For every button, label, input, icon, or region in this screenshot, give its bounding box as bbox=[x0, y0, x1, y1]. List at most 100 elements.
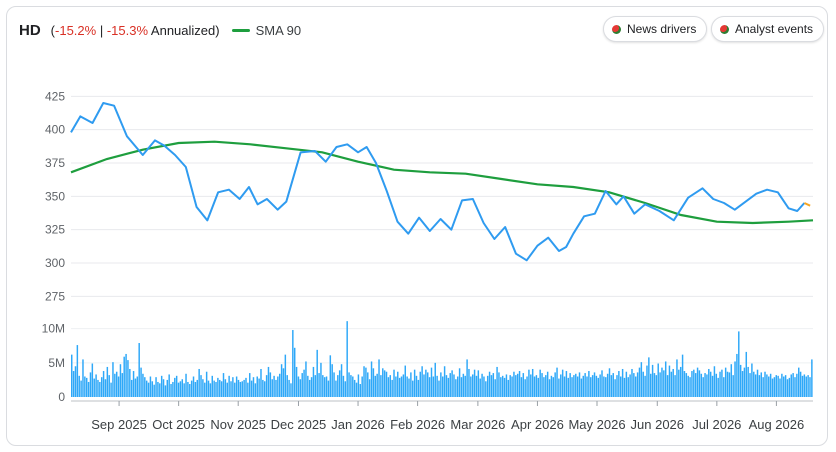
volume-bar bbox=[749, 373, 751, 397]
volume-bar bbox=[513, 371, 515, 397]
volume-bar bbox=[365, 367, 367, 397]
volume-bar bbox=[353, 379, 356, 397]
price-axis-labels: 275 300 325 350 375 400 425 bbox=[45, 89, 65, 303]
volume-bar bbox=[537, 377, 540, 397]
volume-bar bbox=[170, 384, 172, 397]
volume-bar bbox=[327, 380, 330, 397]
volume-bar bbox=[479, 378, 481, 397]
sma-legend[interactable]: SMA 90 bbox=[231, 23, 301, 38]
volume-bar bbox=[117, 376, 120, 397]
volume-bar bbox=[724, 367, 727, 397]
volume-bar bbox=[620, 376, 622, 397]
volume-bar bbox=[325, 376, 328, 397]
volume-bar bbox=[308, 379, 311, 397]
open-paren: ( bbox=[50, 22, 56, 38]
volume-bar bbox=[323, 377, 326, 397]
volume-bar bbox=[606, 373, 609, 397]
volume-bar bbox=[400, 376, 403, 397]
volume-bar bbox=[278, 373, 281, 397]
volume-bar bbox=[213, 380, 215, 397]
volume-bar bbox=[539, 369, 541, 397]
volume-bar bbox=[316, 349, 318, 397]
volume-bar bbox=[250, 380, 253, 397]
analyst-events-button[interactable]: Analyst events bbox=[711, 16, 825, 42]
volume-bar bbox=[93, 378, 95, 397]
volume-bar bbox=[217, 377, 219, 397]
volume-bar bbox=[666, 375, 669, 397]
volume-bar bbox=[505, 374, 508, 397]
volume-bar bbox=[621, 368, 624, 397]
volume-bar bbox=[239, 381, 242, 397]
volume-bar bbox=[71, 354, 73, 397]
volume-bar bbox=[115, 371, 118, 397]
volume-bar bbox=[573, 375, 575, 397]
volume-bar bbox=[185, 373, 187, 397]
price-tick-label: 275 bbox=[45, 289, 65, 303]
volume-bar bbox=[790, 374, 792, 397]
price-tick-label: 300 bbox=[45, 256, 65, 270]
volume-bar bbox=[421, 366, 423, 397]
volume-bar bbox=[471, 374, 474, 397]
volume-bar bbox=[498, 372, 500, 397]
volume-bar bbox=[235, 376, 238, 397]
volume-bar bbox=[174, 377, 176, 397]
volume-bar bbox=[689, 377, 691, 397]
volume-bar bbox=[582, 375, 584, 397]
volume-bar bbox=[533, 376, 536, 397]
volume-bar bbox=[736, 353, 738, 397]
volume-bar bbox=[702, 377, 704, 397]
volume-bar bbox=[653, 373, 656, 397]
volume-bar bbox=[788, 377, 791, 397]
volume-bar bbox=[234, 382, 236, 397]
volume-bar bbox=[189, 384, 191, 397]
volume-bar bbox=[412, 380, 414, 397]
volume-tick-label: 10M bbox=[42, 322, 65, 336]
volume-bar bbox=[157, 381, 159, 397]
volume-bar bbox=[719, 371, 721, 397]
separator: | bbox=[96, 22, 107, 38]
volume-bar bbox=[796, 373, 798, 397]
volume-bar bbox=[681, 354, 684, 397]
volume-bar bbox=[428, 377, 431, 397]
volume-bar bbox=[597, 377, 599, 397]
volume-bar bbox=[704, 373, 706, 397]
volume-bar bbox=[440, 372, 442, 397]
x-tick-label: Sep 2025 bbox=[91, 417, 147, 432]
volume-bar bbox=[129, 368, 131, 397]
volume-bar bbox=[756, 369, 759, 397]
volume-bar bbox=[258, 378, 260, 397]
volume-bar bbox=[265, 375, 268, 397]
volume-bar bbox=[121, 373, 124, 397]
volume-bar bbox=[638, 367, 641, 397]
volume-bar bbox=[483, 376, 485, 397]
volume-bar bbox=[762, 377, 764, 397]
volume-bar bbox=[591, 375, 594, 397]
volume-bar bbox=[546, 371, 549, 397]
volume-bar bbox=[773, 377, 776, 397]
volume-bar bbox=[629, 374, 631, 397]
volume-bar bbox=[460, 377, 463, 397]
last-price-segment bbox=[803, 202, 811, 207]
volume-bar bbox=[112, 362, 114, 397]
volume-bar bbox=[430, 367, 433, 397]
volume-bar bbox=[132, 371, 135, 397]
volume-bar bbox=[779, 378, 781, 397]
news-drivers-label: News drivers bbox=[627, 22, 697, 36]
volume-bar bbox=[580, 378, 583, 397]
volume-bar bbox=[451, 370, 453, 397]
volume-bar bbox=[668, 365, 671, 397]
volume-bar bbox=[449, 373, 451, 397]
volume-bar bbox=[402, 374, 405, 397]
price-volume-chart[interactable]: 275 300 325 350 375 400 425 0 5M 10M Sep 2025 Oct… bbox=[7, 7, 828, 446]
volume-bar bbox=[640, 362, 643, 397]
volume-bar bbox=[717, 377, 719, 397]
volume-bar bbox=[80, 380, 82, 397]
volume-bar bbox=[590, 377, 592, 397]
news-drivers-button[interactable]: News drivers bbox=[603, 16, 708, 42]
volume-bar bbox=[723, 377, 725, 397]
volume-bar bbox=[644, 375, 646, 397]
volume-bar bbox=[398, 377, 401, 397]
volume-bar bbox=[282, 368, 285, 397]
volume-bar bbox=[177, 382, 180, 397]
volume-bar bbox=[694, 373, 697, 397]
